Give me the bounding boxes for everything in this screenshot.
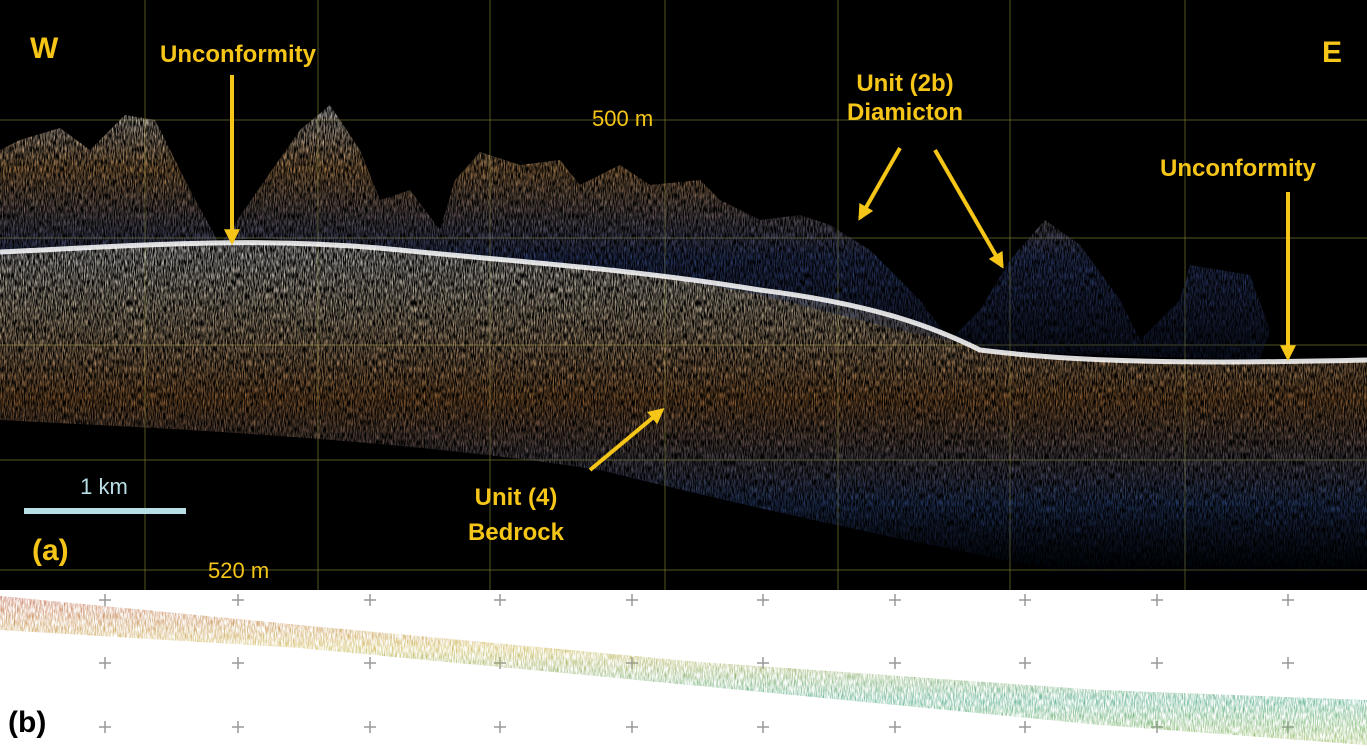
figure: W E Unconformity 500 m Unit (2b) Diamict… — [0, 0, 1367, 749]
annotation: Unconformity — [160, 41, 317, 68]
west-label: W — [30, 32, 59, 65]
annotation: Unit (2b) — [856, 70, 953, 97]
annotation: Bedrock — [468, 519, 565, 546]
panel-a-label: (a) — [32, 534, 69, 567]
scale-bar-label: 1 km — [80, 474, 128, 499]
scale-bar — [24, 508, 186, 514]
annotation: Unit (4) — [475, 484, 558, 511]
annotation: Unconformity — [1160, 155, 1317, 182]
annotation: Diamicton — [847, 99, 963, 126]
depth-label: 520 m — [208, 558, 269, 583]
panel-b-label: (b) — [8, 706, 46, 739]
depth-label: 500 m — [592, 106, 653, 131]
east-label: E — [1322, 36, 1342, 69]
